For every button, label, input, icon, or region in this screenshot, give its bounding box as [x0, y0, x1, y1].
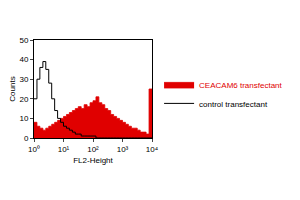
svg-text:CEACAM6 transfectant: CEACAM6 transfectant	[199, 81, 282, 90]
svg-text:10²: 10²	[87, 145, 99, 154]
svg-text:10³: 10³	[117, 145, 129, 154]
svg-text:40: 40	[19, 55, 28, 64]
svg-text:Counts: Counts	[8, 76, 17, 101]
svg-text:20: 20	[19, 95, 28, 104]
svg-text:control transfectant: control transfectant	[199, 100, 268, 109]
svg-text:10⁴: 10⁴	[146, 145, 159, 154]
svg-text:FL2-Height: FL2-Height	[73, 156, 113, 165]
svg-text:30: 30	[19, 75, 28, 84]
svg-text:10: 10	[19, 114, 28, 123]
svg-text:10¹: 10¹	[58, 145, 70, 154]
svg-text:50: 50	[19, 36, 28, 45]
svg-text:10⁰: 10⁰	[28, 145, 40, 154]
svg-text:0: 0	[24, 134, 29, 143]
